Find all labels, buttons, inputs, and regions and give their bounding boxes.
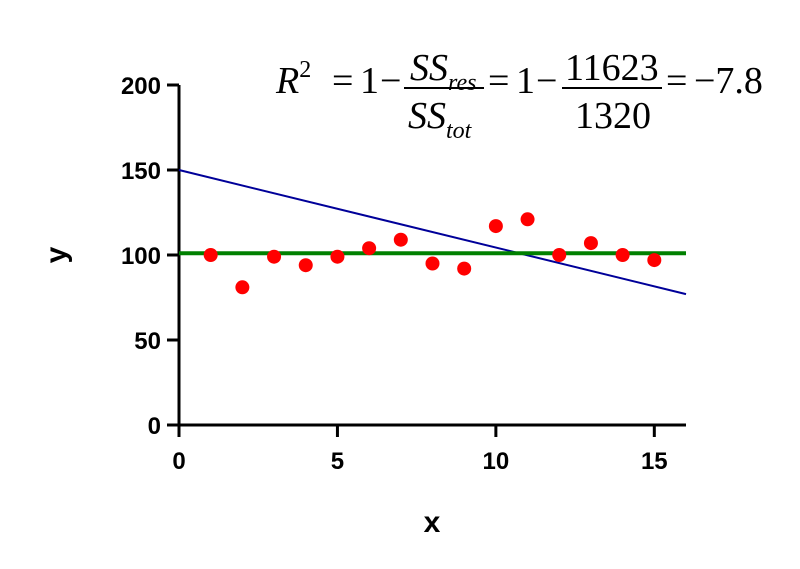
svg-text:=: =: [666, 60, 687, 102]
formula-r-symbol: R: [275, 60, 299, 102]
y-tick-label: 150: [121, 158, 161, 185]
data-point: [552, 248, 567, 262]
formula-ss-res: SS: [410, 47, 448, 89]
y-axis-title: y: [40, 246, 73, 263]
formula-tot-subscript: tot: [446, 118, 473, 144]
data-point: [615, 248, 630, 262]
x-axis-title: x: [424, 506, 441, 539]
data-point: [298, 258, 313, 273]
svg-text:SStot: SStot: [408, 95, 473, 144]
data-point: [267, 249, 282, 264]
y-tick-label: 0: [148, 413, 161, 440]
x-tick-label: 0: [172, 448, 185, 475]
data-point: [393, 232, 408, 247]
svg-text:−: −: [536, 60, 557, 102]
data-point: [235, 280, 250, 295]
data-point: [330, 249, 345, 264]
y-tick-label: 50: [134, 328, 161, 355]
formula-one-b: 1: [516, 60, 535, 102]
svg-text:=: =: [332, 60, 353, 102]
y-tick-label: 100: [121, 243, 161, 270]
fit-line: [178, 169, 687, 296]
data-point: [425, 256, 440, 271]
data-point: [362, 241, 377, 256]
svg-text:SSres: SSres: [410, 47, 476, 96]
axes: 0 50 100 150 200 0 5 10 15: [121, 73, 686, 475]
formula-res-subscript: res: [448, 70, 476, 96]
data-point: [203, 248, 218, 262]
data-point: [488, 219, 503, 234]
formula-result: −7.8: [694, 60, 763, 102]
svg-text:=: =: [488, 60, 509, 102]
data-point: [457, 261, 472, 276]
svg-text:R2: R2: [275, 57, 311, 102]
formula-ss-tot: SS: [408, 95, 446, 137]
x-ticks: 0 5 10 15: [172, 425, 668, 475]
formula-numerator: 11623: [565, 47, 659, 89]
data-point: [647, 253, 662, 268]
formula-one-a: 1: [360, 60, 379, 102]
x-tick-label: 15: [641, 448, 668, 475]
data-points: [203, 212, 662, 295]
series-lines: [178, 169, 687, 296]
svg-text:−: −: [380, 60, 401, 102]
data-point: [520, 212, 535, 227]
r-squared-formula: R2 = 1 − SSres SStot = 1 − 11623 1320 = …: [275, 47, 763, 144]
x-tick-label: 10: [483, 448, 510, 475]
x-tick-label: 5: [331, 448, 344, 475]
y-tick-label: 200: [121, 73, 161, 100]
data-point: [583, 236, 598, 251]
y-ticks: 0 50 100 150 200: [121, 73, 179, 440]
formula-r-exponent: 2: [299, 57, 311, 83]
formula-denominator: 1320: [575, 95, 651, 137]
